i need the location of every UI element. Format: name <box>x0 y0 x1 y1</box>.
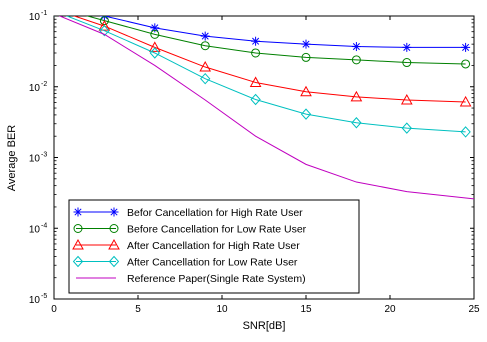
series-layer <box>54 16 474 200</box>
data-point-star <box>150 23 160 33</box>
series-5 <box>58 16 474 200</box>
series-4 <box>54 16 471 138</box>
data-point-star <box>461 42 471 52</box>
x-tick-label: 10 <box>216 304 228 315</box>
x-tick-label: 15 <box>300 304 312 315</box>
data-point-circle <box>351 55 361 65</box>
y-tick-label: 10 <box>29 83 41 94</box>
series-line <box>58 16 474 200</box>
legend-entry: Befor Cancellation for High Rate User <box>73 207 303 219</box>
series-line <box>72 16 466 103</box>
data-point-triangle <box>98 20 111 31</box>
legend-entry: After Cancellation for Low Rate User <box>72 255 298 269</box>
y-tick-label: 10 <box>29 154 41 165</box>
data-point-triangle <box>400 93 413 105</box>
y-tick-exponent: -5 <box>41 293 47 300</box>
data-point-star <box>251 36 261 46</box>
y-tick-label: 10 <box>29 295 41 306</box>
data-point-star <box>200 31 210 41</box>
y-tick-base: 10 <box>29 154 41 165</box>
legend-entry: Before Cancellation for Low Rate User <box>73 224 307 236</box>
legend-entry: Reference Paper(Single Rate System) <box>76 273 306 285</box>
data-point-triangle <box>300 85 312 97</box>
data-point-circle <box>402 58 412 68</box>
data-point-diamond <box>200 72 211 85</box>
y-tick-label: 10 <box>29 224 41 235</box>
data-point-diamond <box>250 93 261 106</box>
y-tick-base: 10 <box>29 224 41 235</box>
data-point-star <box>351 42 361 52</box>
data-point-circle <box>461 59 471 69</box>
legend-entry: After Cancellation for High Rate User <box>72 238 300 252</box>
y-tick-exponent: -4 <box>41 222 47 229</box>
data-point-triangle <box>148 41 161 52</box>
data-point-diamond <box>99 24 110 37</box>
data-point-circle <box>301 52 311 62</box>
y-tick-base: 10 <box>29 295 41 306</box>
y-axis-label: Average BER <box>6 125 18 192</box>
legend-marker-circle <box>109 224 119 233</box>
y-tick-exponent: -1 <box>41 10 47 17</box>
legend-marker-diamond <box>72 255 84 268</box>
data-point-triangle <box>249 76 262 87</box>
data-point-triangle <box>459 95 472 107</box>
data-point-diamond <box>300 108 312 120</box>
legend-label: Reference Paper(Single Rate System) <box>127 273 306 285</box>
legend-label: Befor Cancellation for High Rate User <box>127 207 303 219</box>
series-line <box>85 16 466 65</box>
x-tick-label: 25 <box>468 304 480 315</box>
data-point-triangle <box>199 60 212 72</box>
x-tick-label: 5 <box>135 304 141 315</box>
legend-label: After Cancellation for High Rate User <box>127 240 300 252</box>
legend-marker-triangle <box>108 238 120 250</box>
data-point-star <box>402 42 412 52</box>
y-tick-exponent: -3 <box>41 152 47 159</box>
legend-marker-diamond <box>108 255 120 268</box>
data-point-diamond <box>460 126 471 138</box>
y-tick-exponent: -2 <box>41 81 47 88</box>
series-line <box>65 16 466 133</box>
data-point-diamond <box>149 47 160 59</box>
legend-marker-circle <box>73 224 83 233</box>
y-tick-base: 10 <box>29 83 41 94</box>
data-point-circle <box>200 41 210 51</box>
data-point-triangle <box>350 90 363 102</box>
data-point-circle <box>150 29 160 39</box>
legend-marker-star <box>109 207 119 217</box>
legend-marker-star <box>73 207 83 217</box>
series-3 <box>72 16 472 107</box>
x-axis-label: SNR[dB] <box>243 320 286 332</box>
data-point-circle <box>251 48 261 58</box>
x-tick-label: 20 <box>384 304 396 315</box>
data-point-circle <box>99 16 109 26</box>
legend: Befor Cancellation for High Rate User Bef… <box>68 199 360 294</box>
legend-label: After Cancellation for Low Rate User <box>127 257 298 269</box>
data-point-diamond <box>401 122 412 134</box>
legend-label: Before Cancellation for Low Rate User <box>127 224 307 236</box>
data-point-star <box>301 39 311 49</box>
series-2 <box>85 16 471 69</box>
data-point-star <box>99 16 109 21</box>
y-tick-label: 10 <box>29 12 41 23</box>
legend-marker-triangle <box>72 238 84 250</box>
data-point-diamond <box>351 116 362 129</box>
x-tick-label: 0 <box>51 304 57 315</box>
y-tick-base: 10 <box>29 12 41 23</box>
